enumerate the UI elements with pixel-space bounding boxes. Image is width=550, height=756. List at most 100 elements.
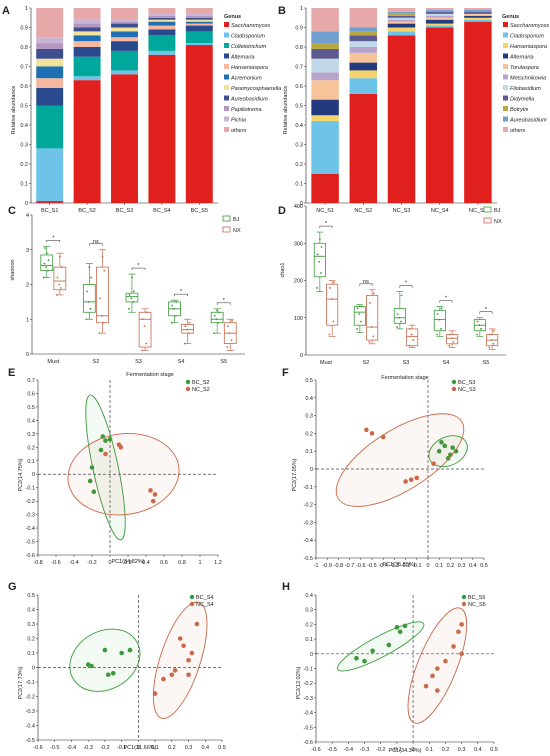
panel-f-chart: -1 -0.9 -0.8 -0.7 -0.6 -0.5 -0.4 -0.3 -0.2 -0.1 0 0… (304, 378, 488, 569)
panel-f-point-BC_S3 (450, 445, 455, 450)
panel-d-box-S4-NX (446, 334, 459, 345)
panel-a-bar-BC_S2-Paramycosphaerella (73, 31, 101, 36)
panel-b-xtick-label: NC_S2 (354, 208, 372, 214)
panel-b-bar-NC_S1-Alternaria (311, 99, 339, 116)
panel-label-h: H (282, 581, 290, 593)
panel-a-ytick-label: 0.8 (20, 45, 28, 51)
panel-f-point-BC_S3 (439, 440, 444, 445)
panel-b-bar-NC_S2-Botrytis (349, 31, 378, 36)
panel-e-xlabel: PC1(34.82%) (111, 559, 144, 565)
panel-c-point-NX (183, 342, 186, 345)
panel-a-bar-BC_S4-Hanseniaspora (148, 25, 176, 30)
panel-c-legend-swatch (222, 215, 231, 222)
panel-c-legend-label: NX (233, 228, 241, 234)
panel-g-point-NC_S4 (194, 621, 200, 627)
panel-b-bar-NC_S3-Saccharomyces (387, 35, 416, 203)
panel-c-sig-label: * (137, 263, 140, 269)
panel-b-ylabel: Relative abundance (283, 86, 289, 135)
panel-a-bar-BC_S5-Pichia (185, 13, 213, 16)
panel-a-legend-swatch (224, 64, 229, 69)
panel-d-xlabel: Fermentation stage (381, 375, 428, 381)
panel-a-legend-swatch (224, 43, 229, 48)
panel-b-bar-NC_S5-Saccharomyces (464, 21, 492, 204)
panel-d-ytick-label: 200 (294, 279, 303, 285)
panel-b-legend-label: Aureobasidium (509, 118, 547, 124)
panel-h-ytick-label: -0.6 (304, 740, 313, 746)
panel-c-point-BJ (130, 297, 133, 300)
panel-e-legend-label: BC_S2 (192, 380, 209, 386)
panel-b-bar-NC_S1-others (311, 8, 339, 32)
panel-a-legend-swatch (224, 116, 229, 122)
panel-c-point-BJ (47, 259, 50, 262)
panel-d-point-NX (492, 342, 495, 345)
panel-a-xtick-label: BC_S5 (191, 208, 208, 214)
panel-d-point-NX (372, 292, 375, 295)
panel-a-bar-BC_S4-Papiliotrema (148, 15, 176, 18)
panel-f-point-NC_S3 (408, 477, 414, 482)
panel-g-ylabel: PC2(17.73%) (18, 666, 24, 699)
panel-a-ytick-label: 0.7 (20, 65, 28, 71)
panel-b-legend-swatch (503, 22, 508, 27)
panel-f-ytick-label: -0.2 (304, 503, 313, 509)
panel-b-bar-NC_S2-Metschnikowia (349, 47, 378, 53)
panel-h-ytick-label: -0.5 (304, 725, 313, 731)
panel-g-xtick-label: -0.3 (83, 745, 92, 751)
panel-e-point-NC_S2 (148, 488, 153, 493)
panel-f-xtick-label: -0.4 (378, 563, 387, 569)
panel-c-xtick-label: Must (47, 359, 59, 365)
panel-a-bar-BC_S5-Alternaria (185, 25, 213, 32)
panel-b-legend-label: Torulaspora (510, 65, 539, 71)
panel-c-chart: 0 1 2 3 4 * Must ns S2 * S3 * S4 * S5 BJ NX (26, 213, 245, 365)
panel-d-point-NX (409, 328, 411, 330)
panel-c-point-NX (145, 311, 148, 314)
panel-h-ellipse-NC_S5 (407, 607, 468, 724)
panel-e-point-BC_S2 (89, 465, 95, 470)
panel-g-xtick-label: 0.3 (185, 745, 193, 751)
panel-d-xtick-label: Must (320, 360, 332, 366)
panel-h-xtick-label: 0.1 (425, 747, 433, 753)
panel-c-point-BJ (171, 304, 174, 307)
panel-d-point-NX (408, 344, 411, 347)
panel-g-point-NC_S4 (152, 691, 158, 696)
panel-d-point-BJ (400, 294, 403, 297)
panel-d-sig-label: * (405, 281, 408, 287)
panel-a-bar-BC_S1-Alternaria (36, 87, 64, 106)
panel-c-box-S4-NX (181, 324, 195, 334)
panel-d-sig-bracket (479, 311, 493, 314)
panel-d-sig-bracket (319, 225, 333, 229)
panel-d-legend-swatch (483, 217, 492, 224)
panel-c-xtick-label: S3 (135, 359, 142, 365)
panel-d-point-BJ (400, 320, 402, 323)
panel-c-xtick-label: S5 (220, 359, 227, 365)
panel-a-legend-label: Saccharomyces (231, 23, 270, 29)
panel-c-point-BJ (213, 332, 216, 335)
panel-g-xtick-label: 0.4 (201, 745, 209, 751)
panel-d-point-NX (490, 339, 493, 341)
panel-c-point-NX (187, 332, 190, 335)
panel-b-xtick-label: NC_S1 (316, 208, 334, 214)
panel-a-legend-title: Genus (224, 14, 241, 20)
panel-g-point-NC_S4 (181, 643, 186, 649)
panel-b-bar-NC_S3-others (387, 8, 416, 12)
panel-c-box-S2-NX (96, 266, 109, 324)
panel-d-xtick-label: S3 (403, 360, 410, 366)
panel-d-box-S2-BJ (353, 306, 366, 326)
panel-a-bar-BC_S3-Saccharomyces (111, 74, 138, 203)
panel-c-ytick-label: 4 (26, 213, 29, 219)
panel-h-ytick-label: 0.2 (305, 622, 313, 628)
panel-c-point-BJ (128, 307, 130, 310)
panel-b-bar-NC_S5-Cladosporium (464, 19, 492, 22)
panel-f-point-NC_S3 (364, 427, 369, 433)
panel-f-point-BC_S3 (442, 443, 448, 449)
panel-h-xtick-label: 0.2 (442, 747, 450, 753)
panel-f-ytick-label: -0.3 (304, 520, 313, 526)
panel-c-point-NX (188, 321, 191, 324)
panel-a-xtick-label: BC_S4 (153, 208, 170, 214)
panel-b-legend-swatch (503, 43, 508, 48)
panel-h-point-NC_S5 (435, 666, 440, 671)
panel-d-point-NX (492, 329, 495, 332)
panel-g-xtick-label: -0.1 (117, 745, 126, 751)
panel-h-xtick-label: -0.2 (376, 747, 385, 753)
panel-d-point-NX (452, 341, 455, 343)
panel-a-bar-BC_S4-others (148, 8, 176, 14)
